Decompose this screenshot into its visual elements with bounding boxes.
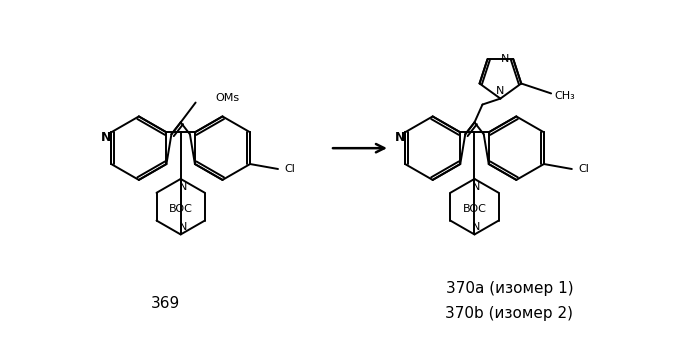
Text: 370b (изомер 2): 370b (изомер 2) bbox=[445, 306, 573, 321]
Text: N: N bbox=[473, 182, 481, 192]
Text: N: N bbox=[101, 131, 112, 144]
Text: N: N bbox=[179, 221, 187, 232]
Text: N: N bbox=[501, 54, 510, 64]
Text: N: N bbox=[395, 131, 406, 144]
Text: N: N bbox=[496, 86, 505, 96]
Text: OMs: OMs bbox=[216, 93, 239, 102]
Text: Cl: Cl bbox=[579, 164, 589, 174]
Text: N: N bbox=[473, 221, 481, 232]
Text: Cl: Cl bbox=[285, 164, 295, 174]
Text: N: N bbox=[179, 182, 187, 192]
Text: 369: 369 bbox=[151, 296, 180, 311]
Text: CH₃: CH₃ bbox=[555, 91, 575, 101]
Text: 370a (изомер 1): 370a (изомер 1) bbox=[445, 281, 573, 297]
Text: BOC: BOC bbox=[169, 204, 193, 214]
Text: BOC: BOC bbox=[463, 204, 487, 214]
